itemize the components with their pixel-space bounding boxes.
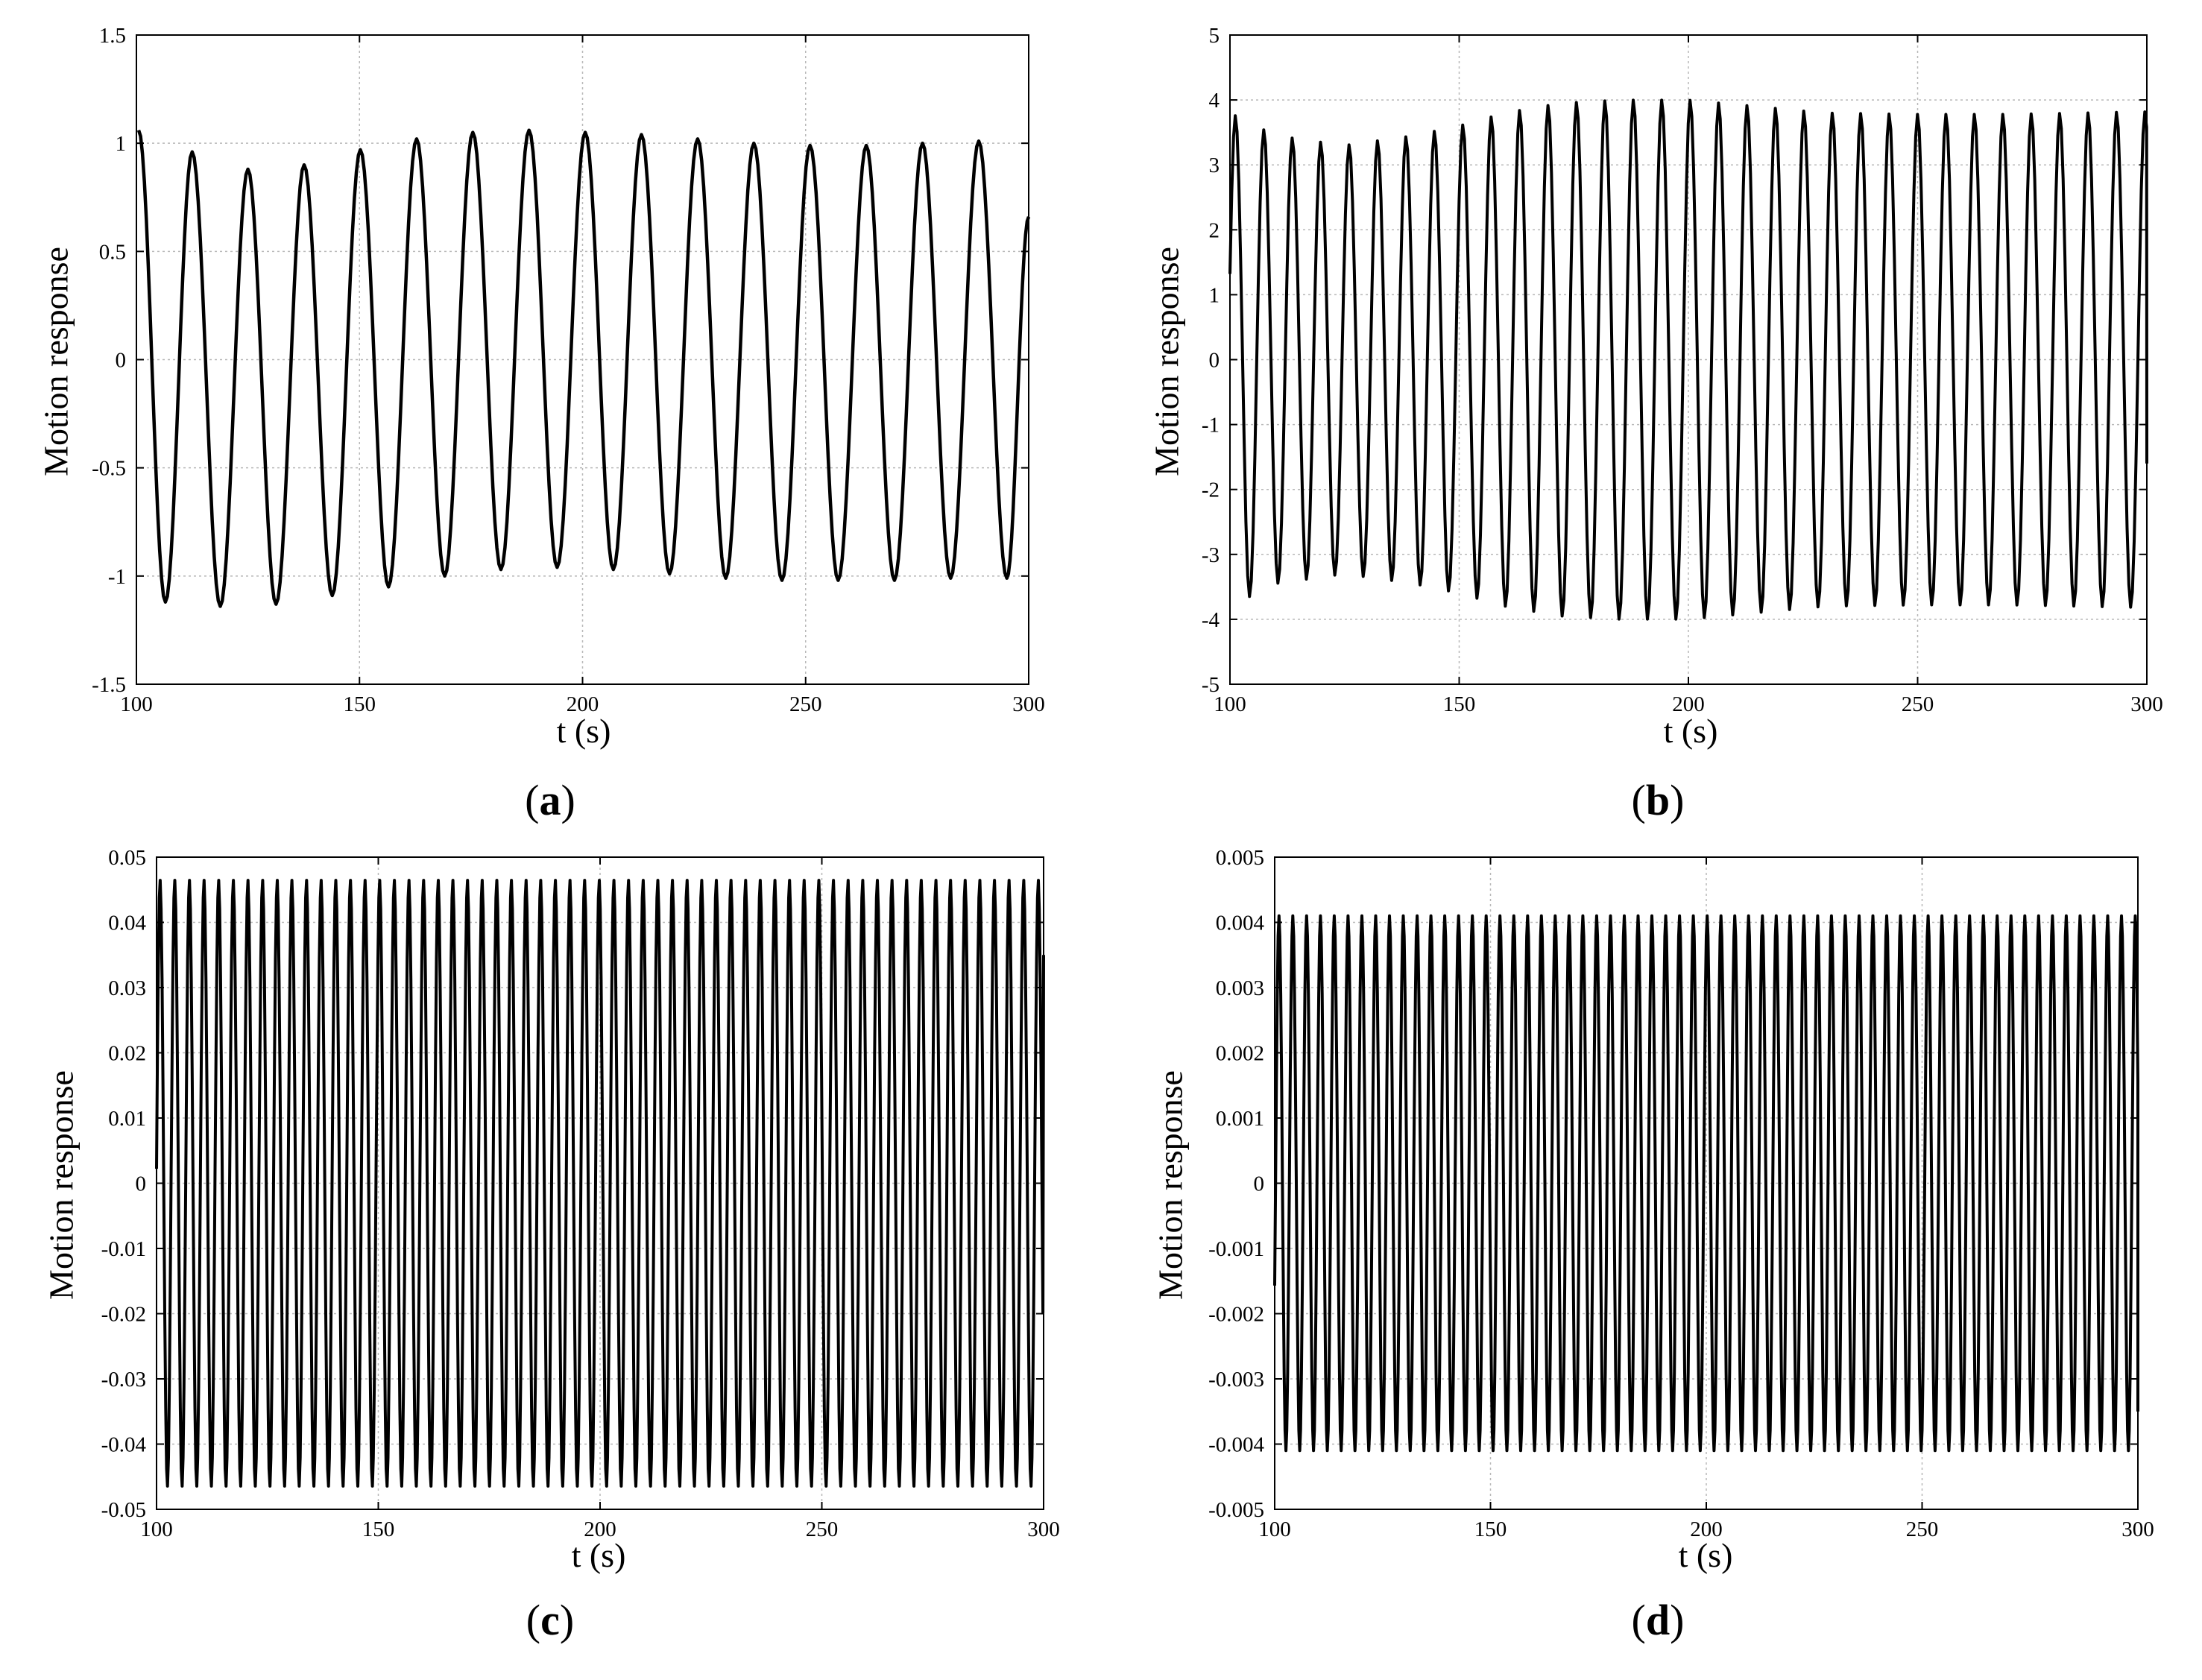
chart-b-x-tick-label: 300 — [2130, 692, 2163, 716]
chart-b-y-tick-label: 5 — [1209, 24, 1220, 48]
chart-d-y-tick-label: 0.002 — [1216, 1042, 1264, 1066]
chart-a-y-tick-label: 0.5 — [99, 240, 126, 264]
chart-d-x-tick-label: 150 — [1474, 1518, 1507, 1541]
chart-a-y-axis-label: Motion response — [37, 247, 75, 476]
chart-c-y-axis-label: Motion response — [42, 1070, 81, 1300]
chart-d-x-tick-label: 300 — [2121, 1518, 2154, 1541]
chart-b-y-axis-label: Motion response — [1147, 247, 1186, 476]
chart-c-y-tick-label: 0.01 — [108, 1107, 146, 1131]
chart-a-y-tick-label: -1.5 — [92, 673, 126, 697]
chart-d-x-tick-label: 250 — [1906, 1518, 1939, 1541]
chart-c-y-tick-label: 0.02 — [108, 1042, 146, 1066]
chart-c-y-tick-label: -0.05 — [101, 1498, 146, 1522]
chart-a-y-tick-label: 1.5 — [99, 24, 126, 48]
chart-c-y-tick-label: -0.01 — [101, 1237, 146, 1261]
chart-b-series-line — [1228, 98, 2148, 621]
chart-a-y-tick-label: 1 — [116, 132, 127, 156]
chart-c-caption-letter: c — [540, 1596, 560, 1644]
chart-c-x-tick-label: 250 — [806, 1518, 839, 1541]
chart-a-x-tick-label: 300 — [1012, 692, 1045, 716]
chart-b-y-tick-label: -1 — [1202, 414, 1220, 438]
chart-a-x-tick-label: 200 — [567, 692, 599, 716]
chart-a-caption-letter: a — [539, 776, 561, 824]
chart-d-y-tick-label: -0.002 — [1208, 1303, 1264, 1327]
chart-d-y-tick-label: 0.004 — [1216, 912, 1265, 935]
chart-c-x-tick-label: 300 — [1027, 1518, 1060, 1541]
chart-d-y-tick-label: 0.003 — [1216, 976, 1264, 1000]
chart-d-caption-letter: d — [1645, 1596, 1671, 1644]
chart-b-y-tick-label: 2 — [1209, 218, 1220, 242]
chart-a-x-tick-label: 100 — [120, 692, 153, 716]
chart-c-x-tick-label: 150 — [362, 1518, 395, 1541]
chart-b-caption-letter: b — [1645, 776, 1671, 824]
chart-b-caption: (b) — [1631, 776, 1685, 824]
chart-b-y-tick-label: -3 — [1202, 543, 1220, 567]
chart-d-y-axis-label: Motion response — [1151, 1070, 1190, 1300]
chart-c-y-tick-label: -0.04 — [101, 1433, 147, 1457]
chart-a-series-line — [136, 128, 1031, 608]
chart-c-y-tick-label: 0 — [136, 1172, 147, 1196]
chart-a-x-axis-label: t (s) — [556, 712, 611, 750]
chart-d-y-tick-label: -0.005 — [1208, 1498, 1264, 1522]
chart-b-x-tick-label: 150 — [1443, 692, 1476, 716]
chart-b-y-tick-label: -2 — [1202, 479, 1220, 502]
chart-d-y-tick-label: 0.005 — [1216, 846, 1264, 870]
chart-b-y-tick-label: -5 — [1202, 673, 1220, 697]
chart-d-caption: (d) — [1631, 1596, 1685, 1644]
chart-b-x-tick-label: 100 — [1214, 692, 1246, 716]
chart-c-series-line — [155, 879, 1045, 1488]
chart-b-x-tick-label: 250 — [1902, 692, 1934, 716]
chart-a-x-tick-label: 150 — [344, 692, 376, 716]
chart-c-y-tick-label: 0.04 — [108, 912, 146, 935]
chart-c-y-tick-label: 0.03 — [108, 976, 146, 1000]
chart-b-y-tick-label: -4 — [1202, 608, 1220, 632]
chart-b-y-tick-label: 0 — [1209, 349, 1220, 373]
chart-d-y-tick-label: -0.003 — [1208, 1368, 1264, 1392]
chart-a-y-tick-label: 0 — [116, 349, 127, 373]
chart-a-y-tick-label: -0.5 — [92, 457, 126, 481]
chart-b-x-axis-label: t (s) — [1663, 712, 1718, 750]
chart-c-caption: (c) — [526, 1596, 575, 1644]
chart-c-y-tick-label: -0.02 — [101, 1303, 146, 1327]
chart-b-y-tick-label: 3 — [1209, 154, 1220, 177]
chart-d-x-tick-label: 100 — [1258, 1518, 1291, 1541]
chart-c-x-axis-label: t (s) — [571, 1536, 626, 1574]
chart-b-y-tick-label: 1 — [1209, 283, 1220, 307]
chart-d-x-tick-label: 200 — [1690, 1518, 1723, 1541]
chart-c-x-tick-label: 100 — [140, 1518, 173, 1541]
chart-a-x-tick-label: 250 — [789, 692, 822, 716]
chart-c-y-tick-label: 0.05 — [108, 846, 146, 870]
chart-d-series-line — [1273, 914, 2139, 1453]
chart-b-y-tick-label: 4 — [1209, 89, 1220, 113]
chart-a-caption: (a) — [525, 776, 575, 824]
chart-d-y-tick-label: -0.001 — [1208, 1237, 1264, 1261]
chart-b-x-tick-label: 200 — [1672, 692, 1705, 716]
chart-d-y-tick-label: -0.004 — [1208, 1433, 1264, 1457]
chart-a-y-tick-label: -1 — [108, 565, 126, 589]
chart-c-x-tick-label: 200 — [584, 1518, 616, 1541]
chart-d-x-axis-label: t (s) — [1678, 1536, 1733, 1574]
chart-d-y-tick-label: 0 — [1254, 1172, 1265, 1196]
chart-d-y-tick-label: 0.001 — [1216, 1107, 1264, 1131]
chart-c-y-tick-label: -0.03 — [101, 1368, 146, 1392]
